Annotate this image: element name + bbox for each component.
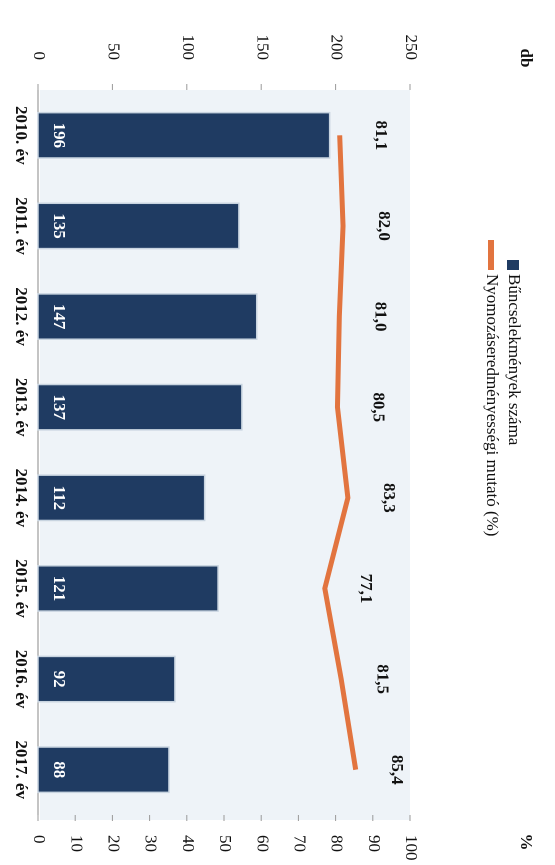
plot-background [40, 90, 410, 820]
line-label: 81,5 [373, 664, 392, 694]
y-unit: db [517, 49, 536, 68]
bar-label: 137 [50, 394, 69, 420]
x-tick-label: 2010. év [12, 106, 31, 165]
line-label: 83,3 [380, 483, 399, 513]
line-label: 81,1 [372, 120, 391, 150]
x-tick-label: 2016. év [12, 650, 31, 709]
y-tick-label: 250 [402, 35, 421, 61]
bar-label: 196 [50, 123, 69, 149]
y2-tick-label: 20 [104, 835, 123, 852]
y2-tick-label: 40 [179, 835, 198, 852]
bar [37, 383, 243, 431]
line-label: 82,0 [375, 211, 394, 241]
line-label: 81,0 [371, 302, 390, 332]
bar-label: 135 [50, 213, 69, 239]
bar [37, 655, 176, 703]
bar [37, 111, 331, 159]
line-label: 85,4 [388, 755, 407, 785]
y-tick-label: 50 [104, 43, 123, 60]
y2-tick-label: 0 [30, 835, 49, 844]
y2-tick-label: 90 [365, 835, 384, 852]
legend-swatch [507, 260, 519, 270]
bar-label: 112 [50, 486, 69, 511]
y2-tick-label: 50 [216, 835, 235, 852]
rotated-chart: db % 0 50 100 150 200 250 0 10 20 30 40 50 60 70 80 90 1… [12, 35, 536, 861]
y2-tick-label: 70 [290, 835, 309, 852]
y2-tick-label: 60 [253, 835, 272, 852]
y-tick-label: 100 [179, 35, 198, 61]
y-tick-label: 150 [253, 35, 272, 61]
bar-label: 92 [50, 671, 69, 688]
x-tick-label: 2013. év [12, 378, 31, 437]
bar [37, 474, 206, 522]
y2-tick-label: 10 [67, 835, 86, 852]
bar-label: 147 [50, 304, 69, 330]
bar [37, 202, 240, 250]
bar-label: 88 [50, 761, 69, 778]
bar [37, 565, 219, 612]
x-tick-label: 2014. év [12, 469, 31, 528]
y2-tick-label: 30 [142, 835, 161, 852]
x-tick-label: 2015. év [12, 559, 31, 618]
x-tick-label: 2012. év [12, 287, 31, 346]
y-tick-label: 0 [30, 52, 49, 61]
x-tick-label: 2011. év [12, 197, 31, 255]
bar-label: 121 [50, 576, 69, 602]
legend-label: Nyomozáseredményességi mutató (%) [483, 274, 502, 536]
line-label: 80,5 [370, 392, 389, 422]
y2-tick-label: 100 [402, 835, 421, 861]
y2-unit: % [517, 834, 536, 851]
bar [37, 293, 258, 340]
y-tick-label: 200 [328, 35, 347, 61]
line-label: 77,1 [357, 574, 376, 604]
y2-tick-label: 80 [328, 835, 347, 852]
bar [37, 746, 170, 794]
line [322, 135, 359, 771]
x-tick-label: 2017. év [12, 740, 31, 799]
legend-label: Bűncselekmények száma [505, 274, 524, 446]
